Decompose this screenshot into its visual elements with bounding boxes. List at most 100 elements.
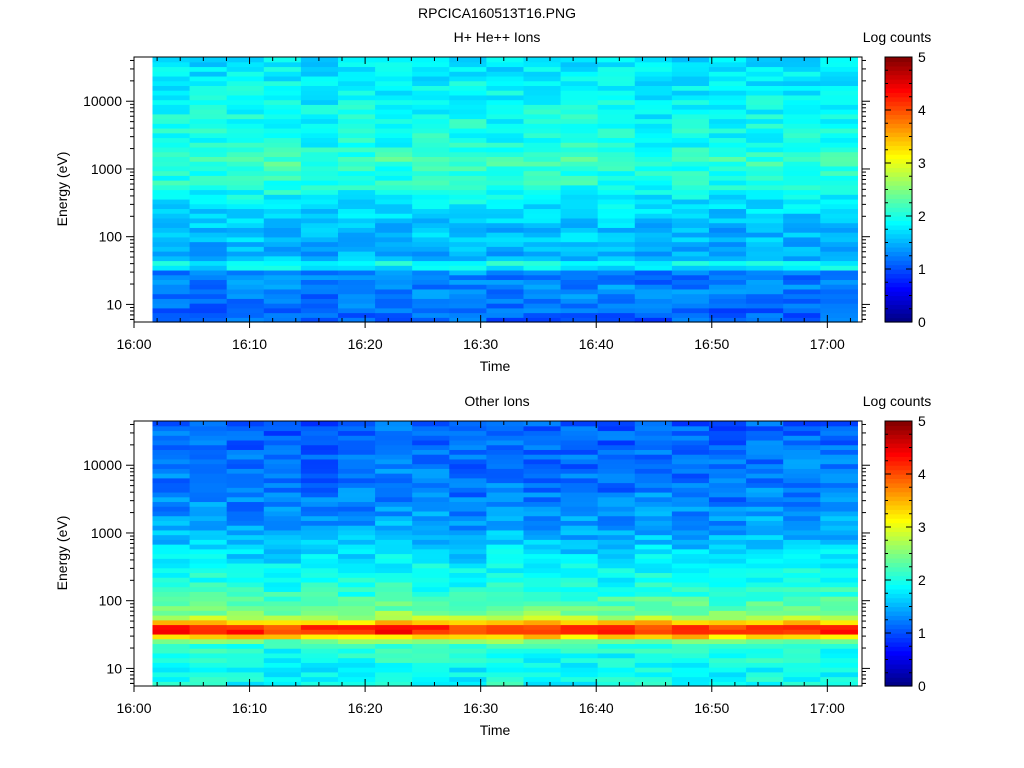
heatmap-cell (486, 652, 525, 659)
heatmap-cell (263, 610, 302, 616)
colorbar-swatch (885, 207, 912, 213)
heatmap-cell (708, 454, 747, 460)
heatmap-cell (412, 94, 450, 101)
heatmap-cell (412, 265, 450, 271)
heatmap-cell (412, 303, 450, 309)
heatmap-cell (486, 99, 525, 105)
heatmap-cell (449, 288, 487, 295)
heatmap-cell (337, 175, 376, 181)
heatmap-cell (783, 246, 821, 252)
heatmap-cell (226, 463, 265, 469)
heatmap-cell (226, 487, 265, 493)
heatmap-cell (449, 156, 487, 162)
heatmap-cell (226, 624, 265, 630)
colorbar-swatch (885, 255, 912, 261)
colorbar-tick-label: 2 (918, 572, 926, 588)
heatmap-cell (226, 430, 265, 436)
heatmap-cell (412, 605, 450, 611)
heatmap-cell (746, 246, 784, 252)
heatmap-cell (486, 600, 525, 607)
heatmap-cell (708, 463, 747, 469)
heatmap-cell (449, 520, 487, 526)
heatmap-cell (189, 529, 228, 536)
heatmap-cell (412, 213, 450, 219)
heatmap-cell (560, 463, 599, 469)
heatmap-cell (189, 473, 228, 479)
heatmap-cell (634, 246, 673, 252)
colorbar-swatch (885, 421, 912, 427)
heatmap-cell (300, 501, 339, 507)
heatmap-cell (337, 515, 376, 521)
heatmap-cell (300, 648, 339, 654)
heatmap-cell (597, 265, 636, 271)
heatmap-cell (560, 241, 599, 247)
heatmap-cell (263, 189, 302, 195)
colorbar-swatch (885, 571, 912, 577)
heatmap-cell (597, 525, 636, 531)
heatmap-cell (263, 298, 302, 304)
heatmap-cells (152, 421, 858, 687)
heatmap-cell (634, 113, 673, 120)
heatmap-cell (337, 482, 376, 488)
heatmap-cell (783, 667, 821, 673)
heatmap-cell (671, 605, 710, 611)
heatmap-cell (486, 553, 525, 559)
heatmap-cell (226, 615, 265, 621)
heatmap-cell (671, 222, 710, 228)
heatmap-cell (560, 633, 599, 640)
heatmap-cell (300, 307, 339, 314)
heatmap-cell (226, 241, 265, 247)
heatmap-cell (300, 146, 339, 153)
heatmap-cell (597, 189, 636, 195)
heatmap-cell (523, 269, 562, 276)
heatmap-cell (263, 57, 302, 63)
heatmap-cell (671, 534, 710, 540)
heatmap-cell (597, 269, 636, 276)
heatmap-cell (226, 454, 265, 460)
heatmap-cell (337, 227, 376, 233)
heatmap-cell (597, 567, 636, 574)
heatmap-cell (634, 529, 673, 536)
heatmap-cell (152, 118, 191, 124)
heatmap-cell (597, 71, 636, 77)
heatmap-cell (263, 487, 302, 493)
heatmap-cell (523, 57, 562, 63)
heatmap-cell (226, 71, 265, 77)
heatmap-cell (152, 586, 191, 592)
heatmap-cell (412, 269, 450, 276)
heatmap-cell (412, 71, 450, 77)
heatmap-cell (300, 444, 339, 450)
heatmap-cell (634, 501, 673, 507)
heatmap-cell (300, 170, 339, 176)
heatmap-cell (560, 558, 599, 564)
heatmap-cell (375, 251, 413, 257)
heatmap-cell (746, 487, 784, 493)
heatmap-cell (560, 501, 599, 507)
heatmap-cell (560, 269, 599, 276)
heatmap-cell (708, 633, 747, 640)
heatmap-cell (597, 657, 636, 663)
heatmap-cell (708, 510, 747, 517)
heatmap-cell (708, 525, 747, 531)
heatmap-cell (189, 255, 228, 262)
heatmap-cell (152, 619, 191, 626)
heatmap-cell (783, 468, 821, 474)
heatmap-cell (560, 567, 599, 574)
heatmap-cell (412, 633, 450, 640)
heatmap-cell (375, 161, 413, 167)
heatmap-cell (263, 303, 302, 309)
heatmap-cell (226, 236, 265, 243)
heatmap-cell (708, 189, 747, 195)
heatmap-cell (449, 303, 487, 309)
x-tick-label: 17:00 (810, 700, 845, 716)
heatmap-cell (634, 624, 673, 630)
heatmap-cell (337, 298, 376, 304)
heatmap-cell (783, 217, 821, 224)
heatmap-cell (375, 435, 413, 441)
heatmap-cell (263, 591, 302, 597)
heatmap-cell (263, 638, 302, 645)
heatmap-cell (263, 425, 302, 432)
heatmap-cell (560, 298, 599, 304)
heatmap-cell (412, 567, 450, 574)
heatmap-cell (671, 477, 710, 484)
